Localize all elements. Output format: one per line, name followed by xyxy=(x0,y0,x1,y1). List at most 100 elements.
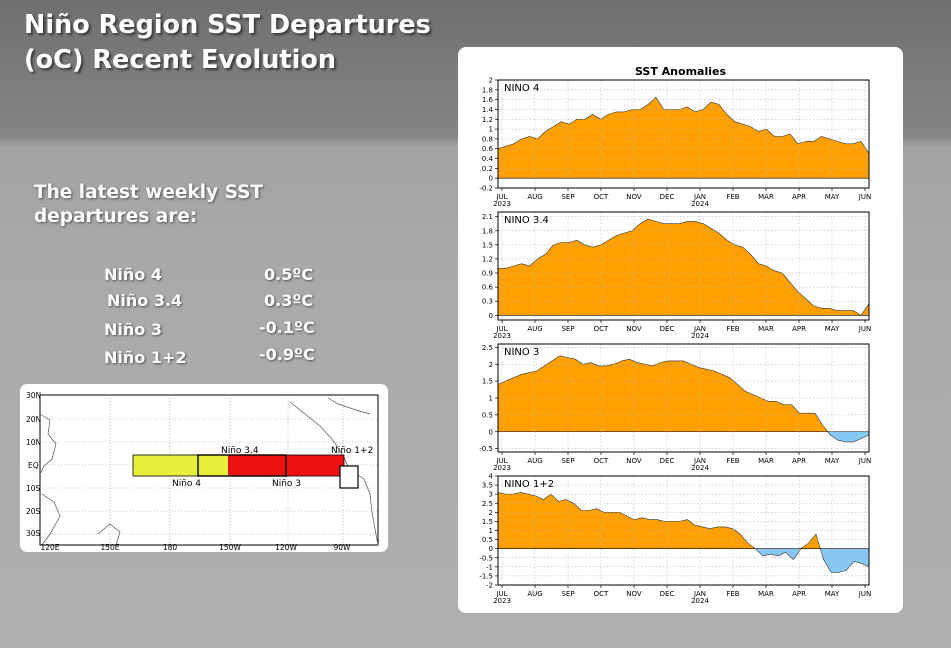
region-name-nino34: Niño 3.4 xyxy=(107,291,183,310)
y-tick-label: 1.8 xyxy=(482,86,493,94)
y-tick-label: 0.6 xyxy=(482,284,494,292)
region-name-nino12: Niño 1+2 xyxy=(104,348,187,367)
panel-frame xyxy=(497,343,870,453)
map-figure: 30N 20N 10N EQ 10S 20S 30S 120E 150E 180… xyxy=(26,391,379,552)
y-tick-label: 1.6 xyxy=(482,96,494,104)
y-tick-label: 1 xyxy=(489,395,493,403)
y-tick-label: 2.5 xyxy=(482,344,493,352)
lat-label: 10S xyxy=(26,484,41,493)
x-tick-label: DEC xyxy=(660,325,675,333)
nino4-east-box xyxy=(198,455,228,476)
x-tick-label: FEB xyxy=(726,325,739,333)
region-value-nino4: 0.5ºC xyxy=(264,265,314,284)
y-tick-label: 0.3 xyxy=(482,298,493,306)
x-tick-label: JAN xyxy=(693,193,706,201)
positive-anomaly-area xyxy=(498,355,828,432)
x-tick-label: JUN xyxy=(858,590,871,598)
nino12-box xyxy=(339,465,359,489)
nino12-label: Niño 1+2 xyxy=(331,446,373,456)
y-tick-label: -0.2 xyxy=(479,185,493,193)
positive-anomaly-area xyxy=(498,492,821,549)
x-tick-label: DEC xyxy=(660,590,675,598)
y-tick-label: 2.1 xyxy=(482,213,493,221)
x-tick-label: MAY xyxy=(825,325,840,333)
positive-anomaly-area xyxy=(498,97,869,179)
panel-label: NINO 4 xyxy=(504,83,539,94)
lon-label: 120E xyxy=(40,543,59,552)
sst-anomalies-card: SST Anomalies -0.2 0 0.2 0.4 0.6 0.8 1 1.2 1.4 1.… xyxy=(458,47,903,613)
y-tick-label: 3 xyxy=(489,491,493,499)
x-tick-label: SEP xyxy=(561,325,574,333)
x-tick-label: JUN xyxy=(858,325,871,333)
slide-title: Niño Region SST Departures (oC) Recent E… xyxy=(24,10,431,75)
y-tick-label: 3.5 xyxy=(482,482,493,490)
x-tick-label: JAN xyxy=(693,325,706,333)
y-tick-label: 1.5 xyxy=(482,241,493,249)
map-lon-labels: 120E 150E 180 150W 120W 90W xyxy=(40,543,351,552)
x-year-label: 2024 xyxy=(691,464,709,472)
x-year-label: 2024 xyxy=(691,200,709,208)
y-tick-label: 4 xyxy=(489,473,494,481)
x-tick-label: MAY xyxy=(825,193,840,201)
x-tick-label: FEB xyxy=(726,457,739,465)
nino4-label: Niño 4 xyxy=(172,479,201,489)
lat-label: 20N xyxy=(26,415,41,424)
x-tick-label: AUG xyxy=(527,193,542,201)
x-tick-label: AUG xyxy=(527,325,542,333)
x-tick-label: JAN xyxy=(693,457,706,465)
x-tick-label: APR xyxy=(792,325,806,333)
nino34-label: Niño 3.4 xyxy=(221,446,259,456)
lon-label: 150W xyxy=(219,543,241,552)
x-tick-label: MAR xyxy=(758,325,774,333)
lat-label: 10N xyxy=(26,438,41,447)
y-tick-label: -2 xyxy=(486,582,493,590)
nino3-label: Niño 3 xyxy=(272,479,301,489)
panel-frame xyxy=(497,79,870,189)
lon-label: 180 xyxy=(163,543,178,552)
x-tick-label: JUL xyxy=(495,590,507,598)
y-tick-label: 1.5 xyxy=(482,378,493,386)
panel-frame xyxy=(497,211,870,321)
x-tick-label: AUG xyxy=(527,590,542,598)
y-tick-label: 0.8 xyxy=(482,135,493,143)
x-tick-label: JUN xyxy=(858,457,871,465)
x-tick-label: SEP xyxy=(561,590,574,598)
lon-label: 120W xyxy=(275,543,297,552)
x-year-label: 2023 xyxy=(493,597,511,605)
x-tick-label: NOV xyxy=(626,457,642,465)
region-value-nino3: -0.1ºC xyxy=(259,318,315,337)
panel-frame xyxy=(497,475,870,586)
x-tick-label: MAY xyxy=(825,457,840,465)
y-tick-label: 2.5 xyxy=(482,500,493,508)
x-tick-label: FEB xyxy=(726,590,739,598)
y-tick-label: 0 xyxy=(489,428,493,436)
x-tick-label: NOV xyxy=(626,590,642,598)
y-tick-label: -1 xyxy=(486,563,493,571)
panel-label: NINO 3 xyxy=(504,347,539,358)
x-tick-label: SEP xyxy=(561,457,574,465)
y-tick-label: 2 xyxy=(489,509,493,517)
x-tick-label: OCT xyxy=(594,590,609,598)
x-year-label: 2023 xyxy=(493,200,511,208)
y-tick-label: 1.2 xyxy=(482,255,493,263)
panel-label: NINO 3.4 xyxy=(504,215,549,226)
panel-label: NINO 1+2 xyxy=(504,479,554,490)
y-tick-label: -0.5 xyxy=(479,554,493,562)
y-tick-label: 1.5 xyxy=(482,518,493,526)
y-tick-label: 0.5 xyxy=(482,411,493,419)
x-tick-label: APR xyxy=(792,193,806,201)
x-tick-label: NOV xyxy=(626,325,642,333)
y-tick-label: -1.5 xyxy=(479,572,493,580)
y-tick-label: 0.6 xyxy=(482,145,494,153)
y-tick-label: 2 xyxy=(489,77,493,85)
y-tick-label: 1 xyxy=(489,126,493,134)
x-tick-label: DEC xyxy=(660,193,675,201)
x-tick-label: MAR xyxy=(758,457,774,465)
x-tick-label: APR xyxy=(792,457,806,465)
x-tick-label: MAR xyxy=(758,590,774,598)
x-tick-label: OCT xyxy=(594,193,609,201)
y-tick-label: 0 xyxy=(489,545,493,553)
x-tick-label: DEC xyxy=(660,457,675,465)
